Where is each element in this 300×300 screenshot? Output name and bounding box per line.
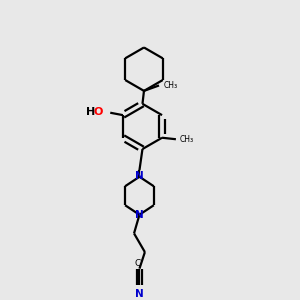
Text: N: N xyxy=(135,171,144,181)
Text: N: N xyxy=(135,210,144,220)
Text: CH₃: CH₃ xyxy=(179,135,194,144)
Text: C: C xyxy=(135,259,141,268)
Text: H: H xyxy=(86,107,95,117)
Text: O: O xyxy=(94,107,103,117)
Text: CH₃: CH₃ xyxy=(164,81,178,90)
Text: N: N xyxy=(135,289,144,299)
